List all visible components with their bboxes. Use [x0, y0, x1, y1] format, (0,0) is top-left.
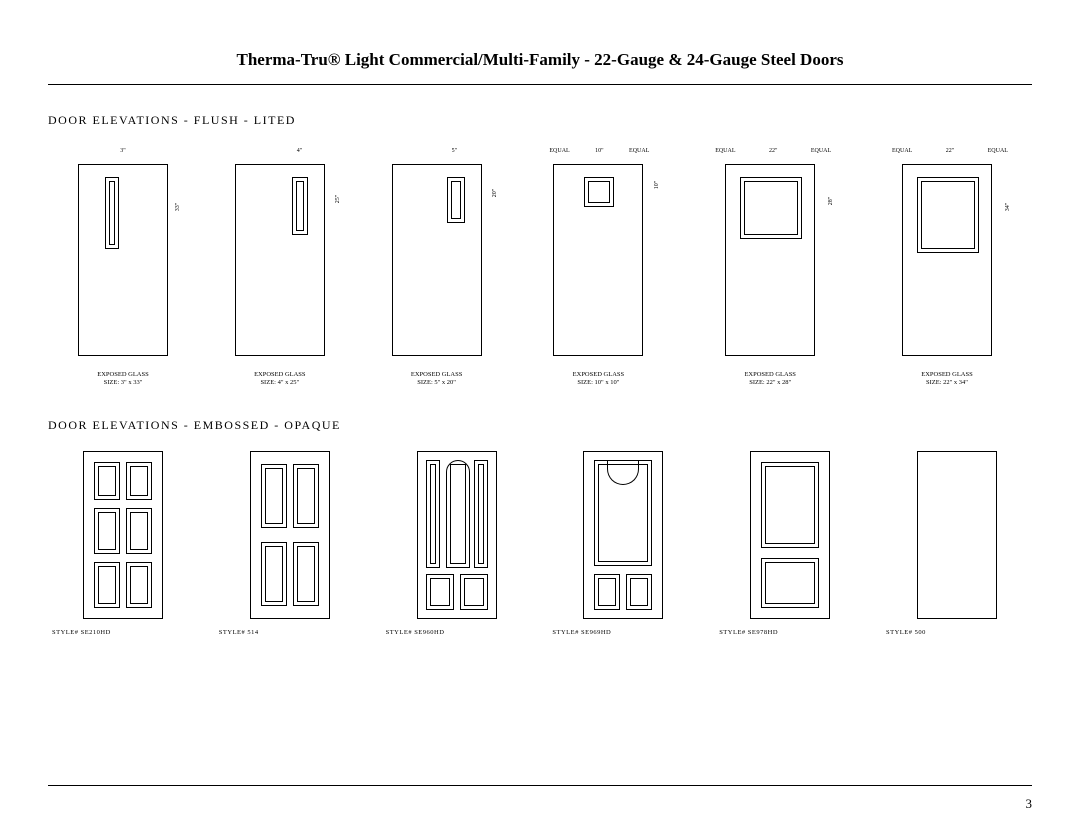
- door-outline: [902, 164, 992, 356]
- dim-top: 10": [595, 148, 603, 154]
- door-outline: [83, 451, 163, 619]
- dim-equal: EQUAL: [988, 148, 1008, 154]
- dim-equal: EQUAL: [811, 148, 831, 154]
- style-label: STYLE# SE969HD: [548, 629, 698, 636]
- page-title: Therma-Tru® Light Commercial/Multi-Famil…: [48, 50, 1032, 70]
- glass-lite: [917, 177, 979, 253]
- flush-door-2: 4" 25" EXPOSED GLASS SIZE: 4" x 25": [205, 146, 355, 388]
- dim-side: 10": [654, 181, 660, 189]
- caption: EXPOSED GLASS SIZE: 22" x 28": [685, 371, 855, 388]
- dim-top: 22": [769, 148, 777, 154]
- flush-door-4: EQUAL 10" EQUAL 10" EXPOSED GLASS SIZE: …: [518, 146, 678, 388]
- glass-lite: [292, 177, 308, 235]
- door-outline: [750, 451, 830, 619]
- dim-top: 22": [946, 148, 954, 154]
- door-outline: [917, 451, 997, 619]
- dim-side: 33": [175, 203, 181, 211]
- dim-top: 4": [297, 148, 302, 154]
- page-number: 3: [1026, 796, 1033, 812]
- embossed-row: STYLE# SE210HD STYLE# 514 STYLE# SE960HD: [48, 451, 1032, 636]
- emb-door-6: STYLE# 500: [882, 451, 1032, 636]
- caption: EXPOSED GLASS SIZE: 22" x 34": [862, 371, 1032, 388]
- dim-equal: EQUAL: [549, 148, 569, 154]
- style-label: STYLE# SE210HD: [48, 629, 198, 636]
- glass-lite: [740, 177, 802, 239]
- door-outline: [553, 164, 643, 356]
- caption: EXPOSED GLASS SIZE: 5" x 20": [362, 371, 512, 388]
- dim-top: 5": [452, 148, 457, 154]
- glass-lite: [105, 177, 119, 249]
- door-outline: [583, 451, 663, 619]
- section2-heading: DOOR ELEVATIONS - EMBOSSED - OPAQUE: [48, 418, 1032, 433]
- caption: EXPOSED GLASS SIZE: 3" x 33": [48, 371, 198, 388]
- flush-door-5: EQUAL 22" EQUAL 28" EXPOSED GLASS SIZE: …: [685, 146, 855, 388]
- door-outline: [392, 164, 482, 356]
- emb-door-1: STYLE# SE210HD: [48, 451, 198, 636]
- flush-door-3: 5" 20" EXPOSED GLASS SIZE: 5" x 20": [362, 146, 512, 388]
- emb-door-3: STYLE# SE960HD: [382, 451, 532, 636]
- door-outline: [417, 451, 497, 619]
- emb-door-4: STYLE# SE969HD: [548, 451, 698, 636]
- style-label: STYLE# 500: [882, 629, 1032, 636]
- door-outline: [250, 451, 330, 619]
- style-label: STYLE# SE960HD: [382, 629, 532, 636]
- emb-door-2: STYLE# 514: [215, 451, 365, 636]
- door-outline: [725, 164, 815, 356]
- flush-door-6: EQUAL 22" EQUAL 34" EXPOSED GLASS SIZE: …: [862, 146, 1032, 388]
- door-outline: [78, 164, 168, 356]
- caption: EXPOSED GLASS SIZE: 4" x 25": [205, 371, 355, 388]
- style-label: STYLE# 514: [215, 629, 365, 636]
- dim-top: 3": [120, 148, 125, 154]
- dim-side: 25": [336, 195, 342, 203]
- divider-bottom: [48, 785, 1032, 786]
- dim-side: 34": [1005, 203, 1011, 211]
- glass-lite: [584, 177, 614, 207]
- section1-heading: DOOR ELEVATIONS - FLUSH - LITED: [48, 113, 1032, 128]
- emb-door-5: STYLE# SE978HD: [715, 451, 865, 636]
- door-outline: [235, 164, 325, 356]
- dim-equal: EQUAL: [892, 148, 912, 154]
- dim-equal: EQUAL: [629, 148, 649, 154]
- divider-top: [48, 84, 1032, 85]
- style-label: STYLE# SE978HD: [715, 629, 865, 636]
- flush-door-1: 3" 33" EXPOSED GLASS SIZE: 3" x 33": [48, 146, 198, 388]
- dim-equal: EQUAL: [715, 148, 735, 154]
- dim-side: 28": [828, 197, 834, 205]
- dim-side: 20": [492, 189, 498, 197]
- caption: EXPOSED GLASS SIZE: 10" x 10": [518, 371, 678, 388]
- flush-lited-row: 3" 33" EXPOSED GLASS SIZE: 3" x 33" 4" 2…: [48, 146, 1032, 388]
- glass-lite: [447, 177, 465, 223]
